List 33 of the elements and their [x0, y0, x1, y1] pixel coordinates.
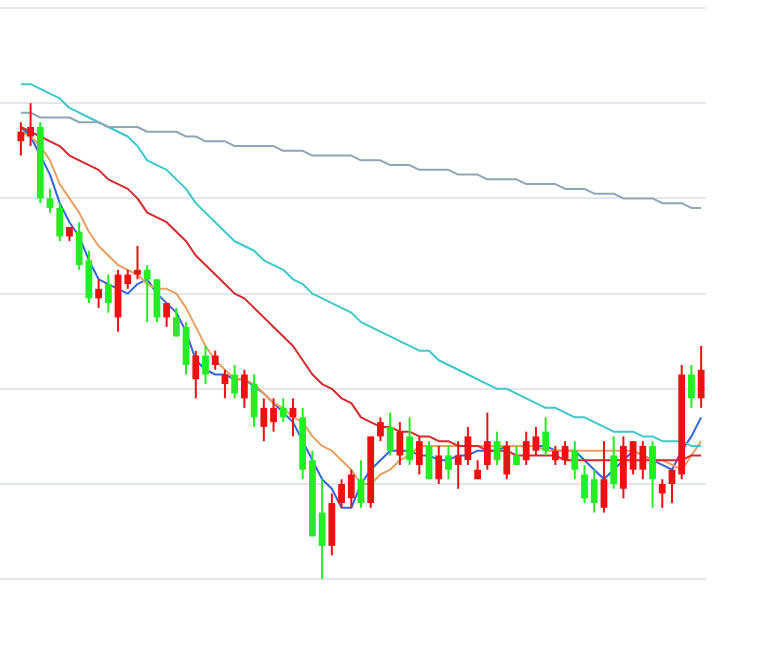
candlestick [688, 364, 695, 409]
candlestick [143, 264, 151, 324]
candlestick [192, 349, 200, 400]
candlestick [279, 397, 287, 424]
candlestick [610, 435, 618, 490]
candlestick [46, 187, 54, 214]
candlestick [571, 440, 579, 481]
candlestick [503, 440, 511, 481]
candlestick [649, 440, 656, 509]
candlestick [600, 440, 608, 514]
candlestick [211, 349, 219, 371]
candlestick [697, 344, 705, 409]
candlestick [95, 278, 103, 309]
candlestick [377, 416, 384, 443]
candlestick [542, 416, 550, 457]
candlestick [104, 273, 112, 314]
candlestick [231, 364, 239, 400]
candlestick [328, 492, 336, 557]
candlestick [163, 302, 171, 328]
candlestick [483, 411, 491, 471]
candlestick [415, 435, 423, 476]
candlestick [396, 421, 404, 466]
candlestick [513, 444, 520, 466]
candlestick [435, 444, 443, 485]
candlestick [406, 416, 413, 466]
candlestick [386, 411, 394, 457]
candlestick [658, 478, 666, 509]
candlestick [202, 344, 209, 386]
candlestick [240, 368, 248, 409]
candlestick [445, 444, 452, 481]
candlestick [134, 245, 141, 281]
candlestick [56, 202, 64, 243]
candlestick [250, 373, 258, 428]
